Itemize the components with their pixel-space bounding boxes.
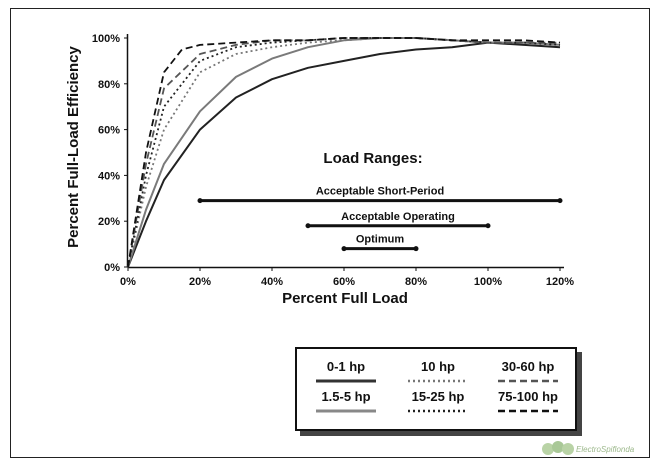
y-axis-title: Percent Full-Load Efficiency	[65, 45, 82, 247]
range-endpoint	[305, 223, 311, 229]
x-axis-title: Percent Full Load	[282, 290, 408, 307]
legend-swatch	[316, 379, 376, 383]
clover-logo-icon	[542, 441, 574, 455]
range-label: Acceptable Short-Period	[316, 186, 444, 198]
tick-labels: 0% 20% 40% 60% 80% 100% 120% 0% 20% 40% 60% 80% 100%	[92, 33, 574, 288]
x-tick-label: 0%	[120, 276, 136, 288]
y-tick-label: 0%	[104, 262, 120, 274]
legend-swatch	[408, 409, 468, 413]
legend-item-1-5-5-hp: 1.5-5 hp	[299, 389, 393, 419]
legend-swatch	[408, 379, 468, 383]
range-endpoint	[197, 198, 203, 204]
load-ranges-title: Load Ranges:	[323, 150, 422, 167]
x-tick-label: 60%	[333, 276, 355, 288]
legend-label: 75-100 hp	[498, 389, 558, 404]
load-range-annotations: Load Ranges: Acceptable Short-Period Accep…	[197, 150, 563, 252]
legend-label: 1.5-5 hp	[321, 389, 371, 404]
legend-label: 15-25 hp	[411, 389, 465, 404]
legend-swatch	[498, 409, 558, 413]
series-line-10-hp	[127, 37, 561, 268]
watermark-text: ElectroSpiflonda	[576, 445, 635, 454]
range-endpoint	[413, 246, 419, 252]
x-tick-label: 40%	[261, 276, 283, 288]
legend-item-15-25-hp: 15-25 hp	[391, 389, 485, 419]
range-label: Optimum	[356, 234, 404, 246]
range-label: Acceptable Operating	[341, 211, 455, 223]
x-tick-label: 80%	[405, 276, 427, 288]
legend-item-10-hp: 10 hp	[391, 359, 485, 389]
legend-item-75-100-hp: 75-100 hp	[481, 389, 575, 419]
x-tick-label: 20%	[189, 276, 211, 288]
y-tick-label: 100%	[92, 33, 120, 45]
legend-label: 0-1 hp	[326, 359, 366, 374]
series-line-75-100-hp	[127, 37, 561, 268]
series-line-1-5-5-hp	[127, 37, 561, 268]
y-tick-label: 80%	[98, 79, 120, 91]
legend: 0-1 hp 10 hp 30-60 hp 1.5-5 hp 15-25 hp …	[295, 347, 577, 431]
legend-item-30-60-hp: 30-60 hp	[481, 359, 575, 389]
plot-axes	[124, 34, 564, 271]
series-line-30-60-hp	[127, 37, 560, 268]
series-lines	[127, 37, 561, 268]
legend-swatch	[316, 409, 376, 413]
legend-label: 10 hp	[421, 359, 455, 374]
legend-swatch	[498, 379, 558, 383]
range-endpoint	[485, 223, 491, 229]
y-tick-label: 40%	[98, 170, 120, 182]
y-tick-label: 20%	[98, 216, 120, 228]
x-tick-label: 100%	[474, 276, 502, 288]
legend-label: 30-60 hp	[501, 359, 555, 374]
series-line-0-1-hp	[127, 41, 561, 268]
range-endpoint	[341, 246, 347, 252]
range-endpoint	[557, 198, 563, 204]
x-tick-label: 120%	[546, 276, 574, 288]
y-tick-label: 60%	[98, 125, 120, 137]
legend-item-0-1-hp: 0-1 hp	[299, 359, 393, 389]
series-line-15-25-hp	[127, 37, 561, 268]
